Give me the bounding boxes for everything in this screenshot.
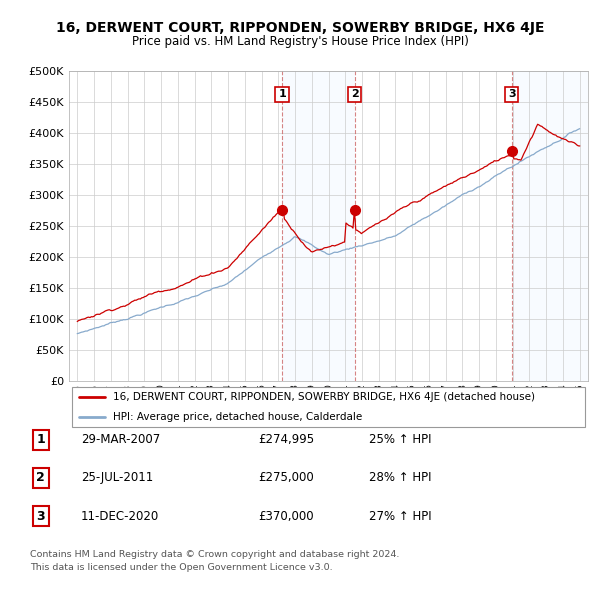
Text: HPI: Average price, detached house, Calderdale: HPI: Average price, detached house, Cald… xyxy=(113,412,362,422)
Text: £274,995: £274,995 xyxy=(258,433,314,446)
Text: 3: 3 xyxy=(508,89,515,99)
Text: 1: 1 xyxy=(278,89,286,99)
Text: This data is licensed under the Open Government Licence v3.0.: This data is licensed under the Open Gov… xyxy=(30,563,332,572)
Text: 29-MAR-2007: 29-MAR-2007 xyxy=(81,433,160,446)
Bar xyxy=(512,71,588,381)
Text: 25-JUL-2011: 25-JUL-2011 xyxy=(81,471,153,484)
Text: £370,000: £370,000 xyxy=(258,510,314,523)
Text: Price paid vs. HM Land Registry's House Price Index (HPI): Price paid vs. HM Land Registry's House … xyxy=(131,35,469,48)
Text: £275,000: £275,000 xyxy=(258,471,314,484)
Text: 1: 1 xyxy=(37,433,45,446)
Text: 16, DERWENT COURT, RIPPONDEN, SOWERBY BRIDGE, HX6 4JE (detached house): 16, DERWENT COURT, RIPPONDEN, SOWERBY BR… xyxy=(113,392,535,402)
Text: 25% ↑ HPI: 25% ↑ HPI xyxy=(369,433,431,446)
FancyBboxPatch shape xyxy=(71,387,586,427)
Text: 2: 2 xyxy=(37,471,45,484)
Text: 28% ↑ HPI: 28% ↑ HPI xyxy=(369,471,431,484)
Text: 11-DEC-2020: 11-DEC-2020 xyxy=(81,510,159,523)
Text: 3: 3 xyxy=(37,510,45,523)
Text: 2: 2 xyxy=(351,89,358,99)
Text: 27% ↑ HPI: 27% ↑ HPI xyxy=(369,510,431,523)
Bar xyxy=(282,71,355,381)
Text: Contains HM Land Registry data © Crown copyright and database right 2024.: Contains HM Land Registry data © Crown c… xyxy=(30,550,400,559)
Text: 16, DERWENT COURT, RIPPONDEN, SOWERBY BRIDGE, HX6 4JE: 16, DERWENT COURT, RIPPONDEN, SOWERBY BR… xyxy=(56,21,544,35)
